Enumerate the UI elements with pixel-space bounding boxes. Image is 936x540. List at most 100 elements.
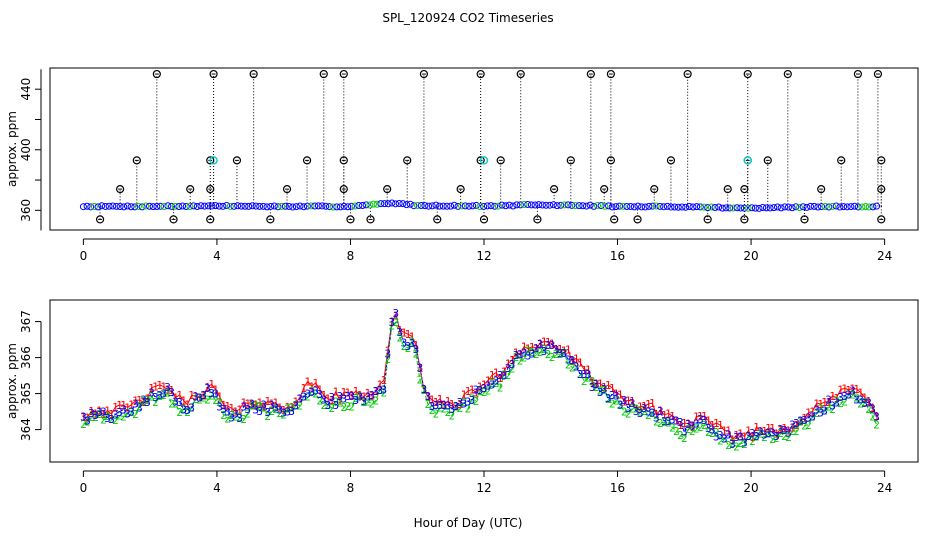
- series-2-point: 2: [389, 320, 396, 333]
- baseline-point: [538, 201, 546, 209]
- series-1-point: 1: [621, 395, 628, 408]
- series-3-point: 3: [469, 394, 476, 407]
- series-2-point: 2: [789, 425, 796, 438]
- baseline-point: [83, 202, 91, 210]
- series-3-point: 3: [809, 410, 816, 423]
- baseline-point: [678, 203, 686, 211]
- series-2-point: 2: [116, 410, 123, 423]
- spike-circle: [740, 185, 749, 194]
- series-3-point: 3: [713, 430, 720, 443]
- spike-circle: [206, 185, 215, 194]
- spike-circle: [169, 215, 178, 224]
- series-2-point: 2: [224, 412, 231, 425]
- series-2-point: 2: [332, 395, 339, 408]
- series-2-point: 2: [601, 384, 608, 397]
- series-2-point: 2: [136, 400, 143, 413]
- baseline-point: [314, 202, 322, 210]
- series-3-point: 3: [605, 392, 612, 405]
- series-1-point: 1: [240, 396, 247, 409]
- baseline-point: [667, 203, 675, 211]
- series-1-point: 1: [597, 378, 604, 391]
- series-1-point: 1: [401, 326, 408, 339]
- baseline-point: [105, 202, 113, 210]
- series-1-point: 1: [216, 390, 223, 403]
- series-1-point: 1: [509, 354, 516, 367]
- series-1-point: 1: [264, 395, 271, 408]
- baseline-point: [270, 202, 278, 210]
- series-1-point: 1: [741, 430, 748, 443]
- series-2-point: 2: [713, 426, 720, 439]
- series-2-point: 2: [569, 361, 576, 374]
- series-1-point: 1: [873, 410, 880, 423]
- series-1-point: 1: [645, 398, 652, 411]
- series-3-point: 3: [292, 400, 299, 413]
- spike-point: [666, 156, 676, 165]
- series-2-point: 2: [336, 397, 343, 410]
- series-1-point: 1: [156, 379, 163, 392]
- series-1-point: 1: [805, 407, 812, 420]
- series-3-point: 3: [681, 425, 688, 438]
- series-2-point: 2: [873, 419, 880, 432]
- baseline-point: [818, 203, 826, 211]
- baseline-point: [355, 202, 363, 210]
- series-3-point: 3: [545, 339, 552, 352]
- series-1-point: 1: [256, 397, 263, 410]
- series-2-point: 2: [869, 410, 876, 423]
- spike-point: [302, 156, 312, 165]
- baseline-point: [762, 204, 770, 212]
- series-2-point: 2: [312, 388, 319, 401]
- spike-point: [683, 69, 692, 79]
- baseline-point: [329, 203, 337, 211]
- x-tick-label: 16: [610, 249, 625, 263]
- series-1-point: 1: [369, 390, 376, 403]
- series-1-point: 1: [288, 401, 295, 414]
- series-1-point: 1: [841, 382, 848, 395]
- spike-circle: [550, 185, 559, 194]
- baseline-point: [630, 203, 638, 211]
- series-1-point: 1: [457, 398, 464, 411]
- spike-circle: [516, 69, 525, 79]
- series-1-point: 1: [453, 400, 460, 413]
- spike-circle: [650, 185, 659, 194]
- series-3-point: 3: [837, 391, 844, 404]
- series-1-point: 1: [521, 341, 528, 354]
- baseline-point: [461, 202, 469, 210]
- series-2-point: 2: [673, 425, 680, 438]
- baseline-point: [579, 202, 587, 210]
- series-1-point: 1: [324, 392, 331, 405]
- series-3-point: 3: [617, 399, 624, 412]
- panel-top-frame: [49, 67, 919, 231]
- baseline-point: [336, 203, 344, 211]
- series-1-point: 1: [549, 337, 556, 350]
- series-3-point: 3: [324, 399, 331, 412]
- series-1-point: 1: [605, 379, 612, 392]
- series-3-point: 3: [280, 407, 287, 420]
- baseline-point: [285, 202, 293, 210]
- series-3-point: 3: [601, 383, 608, 396]
- baseline-point: [472, 201, 480, 209]
- series-1-point: 1: [761, 425, 768, 438]
- series-2-point: 2: [553, 348, 560, 361]
- spike-circle: [476, 69, 485, 79]
- baseline-point: [660, 203, 668, 211]
- series-3-point: 3: [168, 386, 175, 399]
- series-2-point: 2: [793, 425, 800, 438]
- series-2-point: 2: [128, 406, 135, 419]
- spike-point: [339, 156, 348, 165]
- spike-circle: [566, 156, 575, 165]
- series-2-point: 2: [445, 406, 452, 419]
- spike-circle: [763, 156, 772, 165]
- baseline-point: [237, 202, 245, 210]
- series-2-point: 2: [361, 396, 368, 409]
- series-1-point: 1: [417, 362, 424, 375]
- baseline-point: [608, 203, 616, 211]
- series-1-point: 1: [276, 402, 283, 415]
- baseline-point: [274, 203, 282, 211]
- series-1-point: 1: [405, 328, 412, 341]
- baseline-point: [230, 202, 238, 210]
- spike-point: [383, 185, 392, 194]
- series-2-point: 2: [212, 394, 219, 407]
- series-1-point: 1: [144, 393, 151, 406]
- series-3-point: 3: [328, 391, 335, 404]
